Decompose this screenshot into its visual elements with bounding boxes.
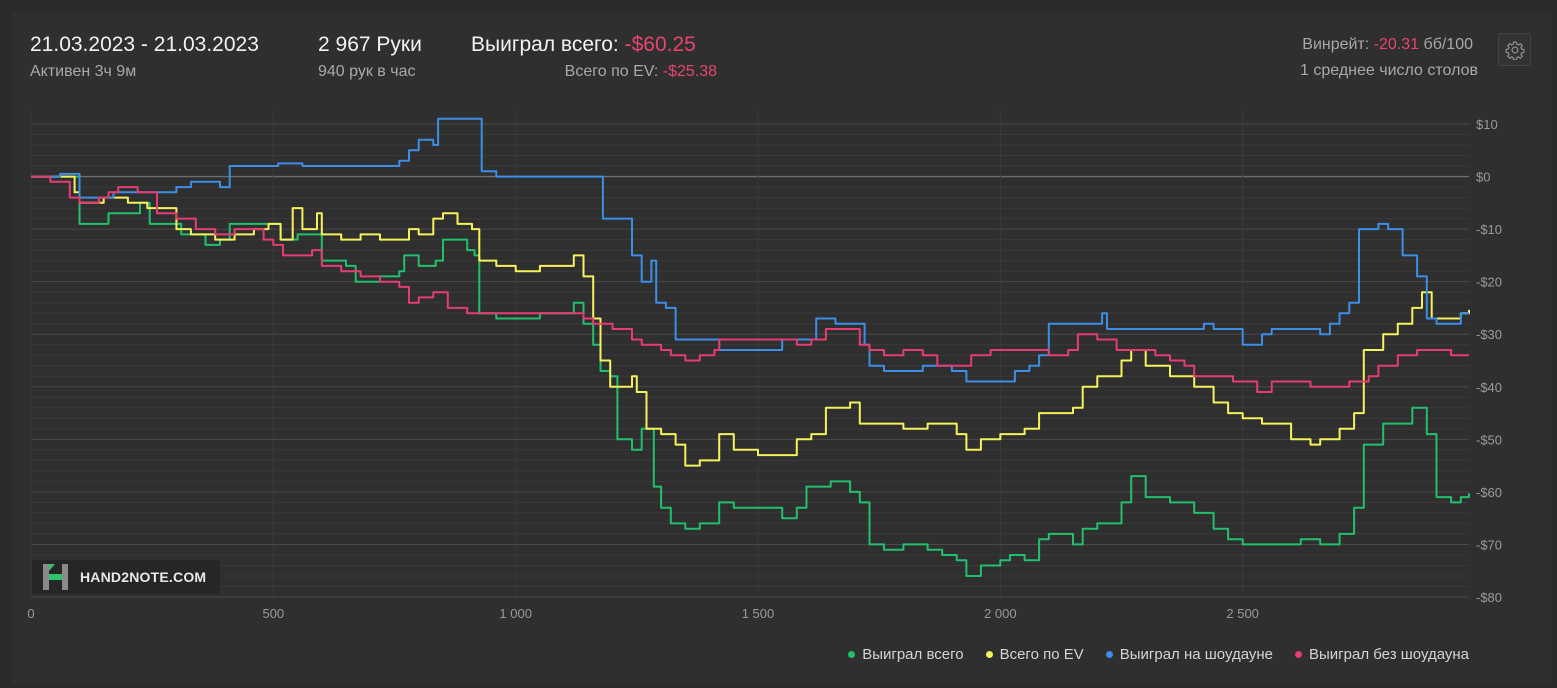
won-total: Выиграл всего: -$60.25 bbox=[471, 33, 696, 57]
chart-legend: Выиграл всего Всего по EV Выиграл на шоу… bbox=[826, 645, 1469, 663]
y-tick-label: -$40 bbox=[1476, 380, 1502, 395]
series-line-showdown bbox=[31, 117, 1469, 383]
hand2note-logo-icon bbox=[43, 564, 68, 590]
avg-tables: 1 среднее число столов bbox=[1300, 62, 1478, 79]
won-total-value: -$60.25 bbox=[624, 33, 696, 56]
series-line-won bbox=[31, 175, 1470, 577]
legend-label-won: Выиграл всего bbox=[862, 645, 964, 663]
date-range: 21.03.2023 - 21.03.2023 bbox=[30, 33, 259, 56]
y-axis-ticks: $10 $0 -$10 -$20 -$30 -$40 -$50 -$60 -$70 -$80 bbox=[1476, 117, 1502, 605]
legend-item-won[interactable]: Выиграл всего bbox=[848, 645, 964, 663]
ev-label: Всего по EV: bbox=[564, 63, 659, 80]
hands-count: 2 967 Руки bbox=[318, 33, 422, 56]
legend-dot-showdown bbox=[1105, 650, 1113, 658]
x-tick-label: 500 bbox=[262, 606, 284, 621]
x-tick-label: 2 500 bbox=[1226, 606, 1259, 621]
y-tick-label: $0 bbox=[1476, 170, 1490, 185]
y-tick-label: -$70 bbox=[1476, 537, 1502, 552]
y-tick-label: -$30 bbox=[1476, 327, 1502, 342]
winrate-label: Винрейт: bbox=[1302, 36, 1370, 53]
legend-dot-ev bbox=[985, 650, 993, 658]
legend-dot-non-showdown bbox=[1295, 650, 1303, 658]
y-tick-label: -$80 bbox=[1476, 590, 1502, 605]
y-tick-label: -$10 bbox=[1476, 222, 1502, 237]
x-tick-label: 2 000 bbox=[984, 606, 1017, 621]
y-tick-label: -$50 bbox=[1476, 432, 1502, 447]
series-line-ev bbox=[31, 175, 1470, 467]
won-total-label: Выиграл всего: bbox=[471, 33, 619, 56]
chart-series bbox=[31, 117, 1470, 577]
winrate: Винрейт: -20.31 бб/100 bbox=[1302, 36, 1473, 54]
legend-item-ev[interactable]: Всего по EV bbox=[985, 645, 1084, 663]
legend-item-showdown[interactable]: Выиграл на шоудауне bbox=[1105, 645, 1274, 663]
legend-label-non-showdown: Выиграл без шоудауна bbox=[1309, 645, 1469, 663]
winrate-value: -20.31 bbox=[1373, 36, 1420, 53]
active-time: Активен 3ч 9м bbox=[30, 63, 137, 80]
ev-total: Всего по EV: -$25.38 bbox=[565, 63, 717, 81]
legend-label-ev: Всего по EV bbox=[999, 645, 1084, 663]
gear-icon bbox=[1505, 40, 1524, 60]
hand2note-logo: HAND2NOTE.COM bbox=[32, 560, 220, 594]
settings-button[interactable] bbox=[1498, 33, 1531, 66]
winrate-unit: бб/100 bbox=[1423, 36, 1473, 53]
x-tick-label: 0 bbox=[27, 606, 34, 621]
series-line-non-showdown bbox=[31, 175, 1469, 393]
chart-grid bbox=[30, 110, 1469, 598]
y-tick-label: -$20 bbox=[1476, 275, 1502, 290]
hands-per-hour: 940 рук в час bbox=[318, 63, 416, 80]
ev-value: -$25.38 bbox=[662, 63, 717, 80]
legend-label-showdown: Выиграл на шоудауне bbox=[1119, 645, 1274, 663]
y-tick-label: -$60 bbox=[1476, 485, 1502, 500]
y-tick-label: $10 bbox=[1476, 117, 1498, 132]
legend-dot-won bbox=[848, 650, 856, 658]
legend-item-non-showdown[interactable]: Выиграл без шоудауна bbox=[1295, 646, 1469, 663]
x-tick-label: 1 000 bbox=[499, 606, 532, 621]
hand2note-logo-text: HAND2NOTE.COM bbox=[80, 569, 207, 585]
x-axis-ticks: 0 500 1 000 1 500 2 000 2 500 bbox=[27, 606, 1259, 621]
x-tick-label: 1 500 bbox=[742, 606, 775, 621]
